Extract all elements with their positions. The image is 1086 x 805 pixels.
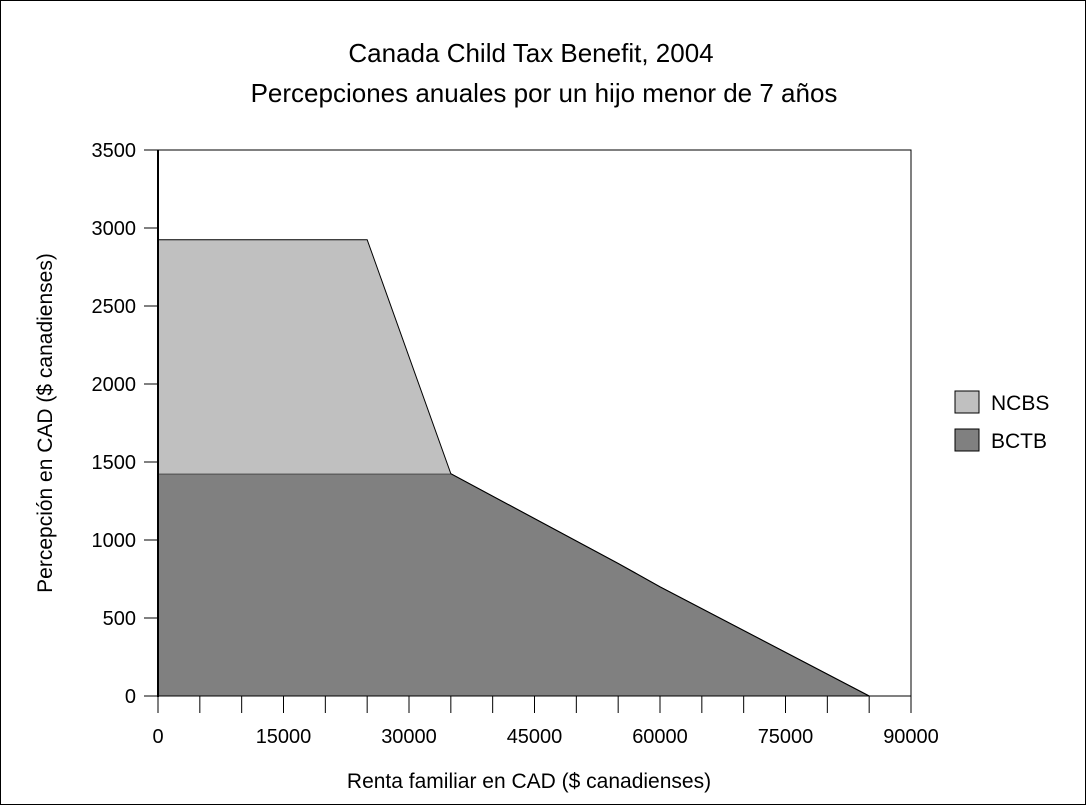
- legend: NCBS BCTB: [954, 390, 1049, 453]
- x-tick-label: 0: [152, 726, 163, 748]
- chart-title: Canada Child Tax Benefit, 2004: [348, 38, 713, 68]
- legend-label-bctb: BCTB: [991, 430, 1047, 453]
- x-tick-label: 75000: [758, 726, 814, 748]
- x-tick-label: 30000: [381, 726, 437, 748]
- legend-label-ncbs: NCBS: [991, 392, 1049, 415]
- x-tick-label: 15000: [256, 726, 312, 748]
- y-axis-title: Percepción en CAD ($ canadienses): [34, 253, 57, 593]
- y-tick-label: 1500: [92, 452, 137, 474]
- legend-swatch-bctb: [954, 428, 980, 452]
- axes-group: 0 500 1000 1500 2000 2500 3000 3500 0 15000 30000 4…: [92, 140, 939, 748]
- area-ncbs: [158, 239, 911, 696]
- x-axis-title: Renta familiar en CAD ($ canadienses): [347, 770, 711, 793]
- y-tick-label: 0: [125, 686, 136, 708]
- y-tick-label: 1000: [92, 530, 137, 552]
- y-tick-label: 2000: [92, 374, 137, 396]
- y-tick-label: 3000: [92, 218, 137, 240]
- y-tick-label: 2500: [92, 296, 137, 318]
- x-tick-label: 60000: [632, 726, 688, 748]
- x-tick-label: 90000: [883, 726, 939, 748]
- x-tick-label: 45000: [507, 726, 563, 748]
- y-tick-label: 500: [103, 608, 136, 630]
- area-bctb: [158, 473, 911, 696]
- chart-subtitle: Percepciones anuales por un hijo menor d…: [251, 78, 838, 108]
- legend-swatch-ncbs: [954, 390, 980, 414]
- y-tick-label: 3500: [92, 140, 137, 162]
